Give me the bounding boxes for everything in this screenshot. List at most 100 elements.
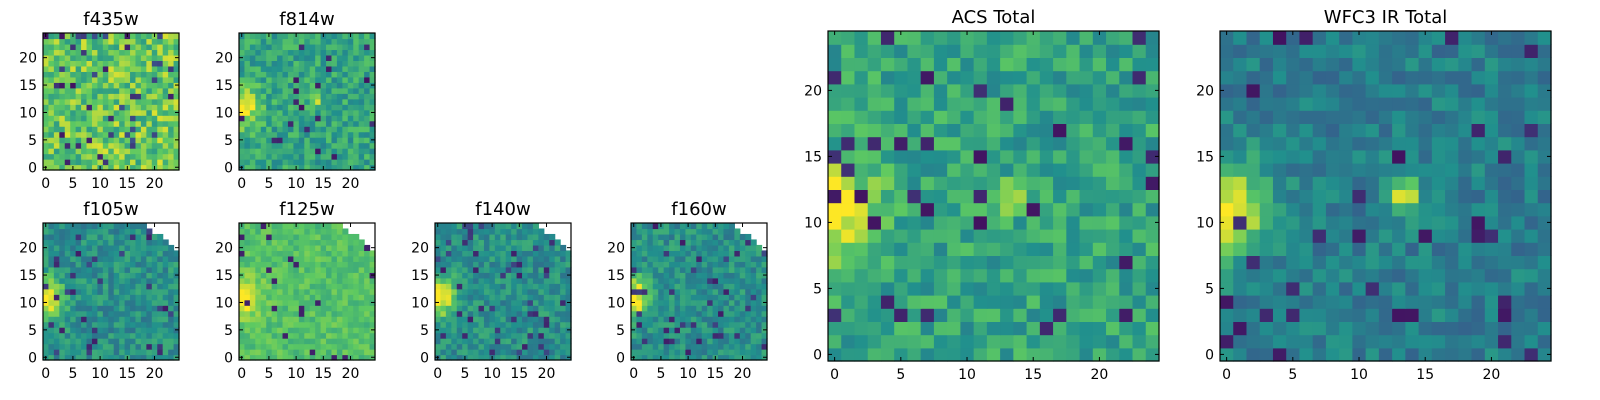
heatmap-cell — [168, 93, 175, 100]
heatmap-cell — [549, 327, 556, 334]
heatmap-cell — [282, 332, 289, 339]
heatmap-cell — [266, 126, 273, 133]
heatmap-cell — [86, 244, 93, 251]
heatmap-cell — [538, 250, 545, 257]
heatmap-cell — [1511, 334, 1526, 349]
heatmap-cell — [1325, 202, 1340, 217]
heatmap-cell — [728, 255, 735, 262]
heatmap-cell — [652, 233, 659, 241]
heatmap-cell — [151, 120, 158, 127]
heatmap-cell — [81, 38, 88, 45]
heatmap-cell — [326, 159, 333, 166]
heatmap-cell — [336, 126, 343, 133]
heatmap-cell — [828, 189, 842, 204]
heatmap-cell — [91, 33, 98, 40]
heatmap-cell — [435, 288, 442, 295]
heatmap-cell — [674, 327, 681, 334]
heatmap-cell — [102, 261, 109, 268]
heatmap-cell — [119, 93, 126, 100]
heatmap-cell — [369, 38, 376, 45]
heatmap-cell — [707, 228, 714, 235]
heatmap-cell — [75, 228, 82, 235]
heatmap-cell — [97, 54, 104, 61]
heatmap-cell — [663, 305, 670, 312]
heatmap-cell — [130, 316, 137, 323]
heatmap-cell — [511, 283, 518, 290]
heatmap-cell — [260, 316, 267, 323]
heatmap-cell — [353, 244, 360, 251]
heatmap-cell — [1365, 215, 1380, 230]
heatmap-cell — [119, 131, 126, 138]
heatmap-cell — [364, 316, 371, 323]
heatmap-cell — [108, 321, 115, 328]
heatmap-cell — [271, 255, 278, 262]
heatmap-cell — [1431, 149, 1446, 164]
heatmap-cell — [1246, 281, 1261, 296]
heatmap-cell — [894, 83, 909, 98]
heatmap-cell — [358, 250, 365, 257]
heatmap-cell — [124, 266, 131, 273]
heatmap-cell — [880, 295, 895, 309]
heatmap-cell — [48, 60, 55, 67]
heatmap-cell — [277, 310, 284, 317]
heatmap-cell — [445, 228, 452, 235]
heatmap-cell — [282, 354, 289, 361]
heatmap-cell — [756, 349, 763, 356]
heatmap-cell — [244, 104, 251, 111]
heatmap-cell — [663, 327, 670, 334]
heatmap-cell — [64, 38, 71, 45]
heatmap-cell — [894, 202, 909, 217]
heatmap-cell — [1246, 321, 1261, 336]
heatmap-cell — [1259, 229, 1274, 243]
heatmap-cell — [1106, 189, 1120, 204]
heatmap-cell — [1106, 149, 1120, 164]
heatmap-cell — [973, 334, 988, 349]
heatmap-cell — [342, 349, 349, 356]
heatmap-cell — [342, 288, 349, 295]
heatmap-cell — [157, 142, 164, 149]
heatmap-cell — [239, 228, 246, 235]
heatmap-cell — [707, 321, 714, 328]
heatmap-cell — [97, 71, 104, 78]
heatmap-cell — [663, 321, 670, 328]
heatmap-cell — [947, 202, 961, 217]
heatmap-cell — [986, 308, 1001, 322]
heatmap-cell — [102, 288, 109, 295]
heatmap-cell — [244, 115, 251, 122]
heatmap-cell — [1352, 242, 1367, 256]
heatmap-cell — [712, 316, 719, 323]
heatmap-cell — [473, 277, 480, 284]
heatmap-cell — [369, 43, 376, 51]
heatmap-cell — [1405, 229, 1420, 243]
heatmap-cell — [1272, 176, 1287, 190]
heatmap-cell — [260, 131, 267, 138]
heatmap-cell — [151, 250, 158, 257]
heatmap-cell — [282, 233, 289, 241]
heatmap-cell — [53, 43, 60, 51]
heatmap-cell — [440, 272, 447, 279]
heatmap-cell — [342, 109, 349, 116]
heatmap-cell — [1053, 123, 1067, 138]
heatmap-cell — [549, 233, 556, 241]
heatmap-cell — [97, 299, 104, 306]
heatmap-cell — [1365, 189, 1380, 204]
heatmap-cell — [1339, 281, 1353, 296]
heatmap-cell — [157, 277, 164, 284]
heatmap-cell — [1259, 255, 1274, 270]
heatmap-cell — [532, 233, 539, 241]
heatmap-cell — [119, 239, 126, 246]
heatmap-cell — [293, 343, 300, 350]
heatmap-cell — [1145, 136, 1160, 151]
heatmap-cell — [1392, 242, 1406, 256]
heatmap-cell — [43, 43, 50, 51]
heatmap-cell — [1312, 268, 1327, 283]
heatmap-cell — [336, 159, 343, 166]
heatmap-cell — [701, 233, 708, 241]
heatmap-cell — [723, 261, 730, 268]
heatmap-cell — [91, 250, 98, 257]
heatmap-cell — [1286, 136, 1301, 151]
heatmap-cell — [369, 33, 376, 40]
heatmap-cell — [467, 294, 474, 301]
heatmap-cell — [728, 277, 735, 284]
heatmap-cell — [358, 98, 365, 105]
